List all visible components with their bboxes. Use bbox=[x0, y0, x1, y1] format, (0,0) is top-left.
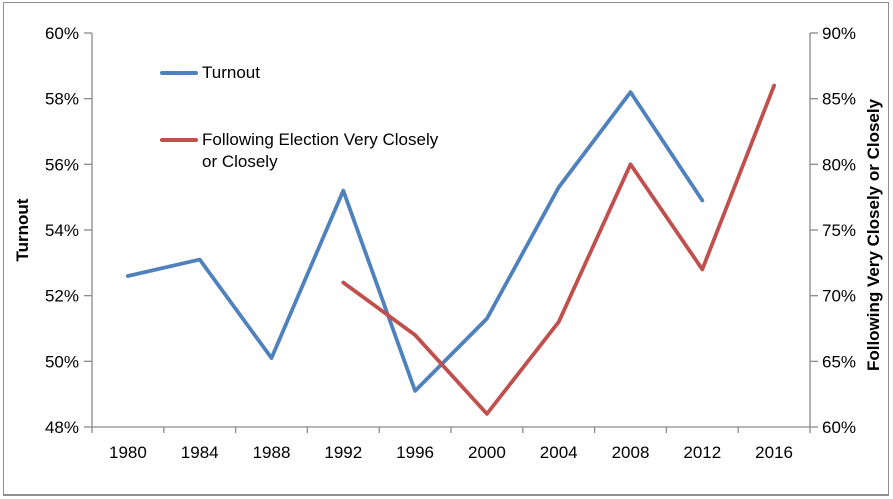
right-axis-tick-label: 80% bbox=[822, 155, 856, 174]
right-axis-tick-label: 75% bbox=[822, 221, 856, 240]
left-axis-tick-label: 54% bbox=[45, 221, 79, 240]
left-axis-title: Turnout bbox=[13, 198, 32, 262]
following-line-swatch bbox=[160, 138, 198, 142]
x-axis-label-1992: 1992 bbox=[324, 443, 362, 462]
legend-label-following-line1: Following Election Very Closely bbox=[202, 130, 439, 149]
x-axis-label-2016: 2016 bbox=[755, 443, 793, 462]
right-axis-tick-label: 65% bbox=[822, 352, 856, 371]
x-axis-label-2008: 2008 bbox=[612, 443, 650, 462]
left-axis-tick-label: 58% bbox=[45, 90, 79, 109]
legend-item-turnout[interactable]: Turnout bbox=[160, 62, 260, 84]
left-axis-tick-label: 56% bbox=[45, 155, 79, 174]
x-axis-label-2004: 2004 bbox=[540, 443, 578, 462]
x-axis-label-1980: 1980 bbox=[109, 443, 147, 462]
right-axis-tick-label: 90% bbox=[822, 24, 856, 43]
right-axis-tick-label: 70% bbox=[822, 287, 856, 306]
x-axis-label-1984: 1984 bbox=[181, 443, 219, 462]
legend-item-following[interactable]: Following Election Very Closely or Close… bbox=[160, 129, 438, 173]
right-axis-tick-label: 85% bbox=[822, 90, 856, 109]
legend-label-following: Following Election Very Closely or Close… bbox=[202, 129, 438, 173]
turnout-line-swatch bbox=[160, 71, 198, 75]
series-line-turnout[interactable] bbox=[126, 90, 705, 393]
x-axis-label-1996: 1996 bbox=[396, 443, 434, 462]
right-axis-title: Following Very Closely or Closely bbox=[864, 98, 883, 372]
left-axis-tick-label: 60% bbox=[45, 24, 79, 43]
legend-label-turnout: Turnout bbox=[202, 63, 260, 82]
right-axis-tick-label: 60% bbox=[822, 418, 856, 437]
series-line-following[interactable] bbox=[341, 83, 776, 416]
x-axis-label-1988: 1988 bbox=[253, 443, 291, 462]
legend-label-following-line2: or Closely bbox=[202, 152, 278, 171]
x-axis-label-2000: 2000 bbox=[468, 443, 506, 462]
left-axis-tick-label: 48% bbox=[45, 418, 79, 437]
left-axis-tick-label: 52% bbox=[45, 287, 79, 306]
x-axis-label-2012: 2012 bbox=[683, 443, 721, 462]
left-axis-tick-label: 50% bbox=[45, 352, 79, 371]
